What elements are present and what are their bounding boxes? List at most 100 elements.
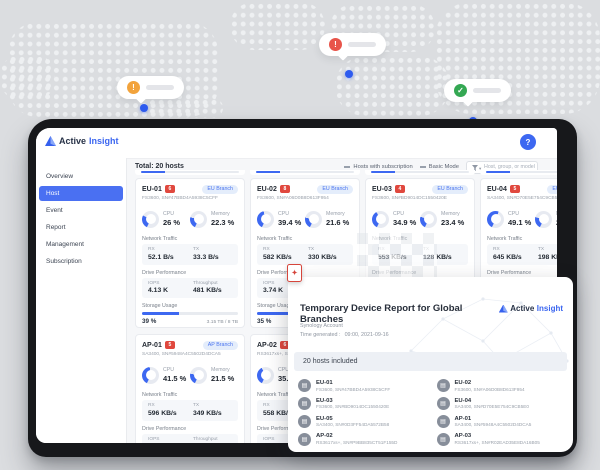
storage-percent: 35 % bbox=[257, 318, 272, 325]
tooltip-placeholder-bar bbox=[348, 42, 376, 47]
branch-tag: AP Branch bbox=[202, 340, 238, 350]
cpu-label: CPU bbox=[163, 211, 174, 217]
report-host-list: ▤ EU-01 FS3600, SN#47BBD4A5938C5CFF ▤ EU-03… bbox=[298, 377, 567, 448]
report-account: Synology Account bbox=[300, 323, 343, 329]
list-item: ▤ AP-02 RS3617xs+, SN#P9BB835CT51F155D bbox=[298, 430, 429, 448]
network-traffic-label: Network Traffic bbox=[487, 236, 523, 242]
rx-value: 596 KB/s bbox=[148, 409, 177, 417]
throughput-label: Throughput bbox=[193, 280, 218, 286]
activeinsight-logo: Active Insight bbox=[45, 136, 119, 146]
activeinsight-logo: Active Insight bbox=[499, 304, 563, 313]
nas-icon: ▤ bbox=[298, 432, 311, 446]
host-name: EU-02 bbox=[257, 185, 277, 193]
map-continent-dots bbox=[148, 98, 223, 118]
report-host-serial: FS3600, SN#47BBD4A5938C5CFF bbox=[316, 386, 391, 392]
iops-label: IOPS bbox=[263, 280, 275, 286]
basic-mode-toggle[interactable]: Basic Mode bbox=[419, 164, 459, 170]
hosts-included-header: 20 hosts included bbox=[294, 352, 567, 371]
network-traffic-label: Network Traffic bbox=[257, 392, 293, 398]
branch-tag: EU Branch bbox=[432, 184, 468, 194]
app-header: Active Insight ? bbox=[36, 128, 557, 158]
list-item: ▤ EU-05 SA3400, SN#0D3FF54DA5572B58 bbox=[298, 413, 429, 431]
cpu-value: 39.4 % bbox=[278, 218, 302, 227]
hosts-with-subscription-toggle[interactable]: Hosts with subscription bbox=[344, 164, 413, 170]
sidebar-item-host[interactable]: Host bbox=[39, 186, 123, 201]
memory-label: Memory bbox=[326, 211, 345, 217]
memory-label: Memory bbox=[211, 367, 230, 373]
drive-performance-label: Drive Performance bbox=[487, 269, 532, 276]
rx-value: 52.1 B/s bbox=[148, 253, 174, 261]
report-host-name: EU-05 bbox=[316, 415, 333, 422]
activeinsight-logo-icon bbox=[45, 136, 56, 146]
nas-icon: ▤ bbox=[436, 379, 450, 393]
cpu-label: CPU bbox=[278, 367, 289, 373]
report-host-serial: RS3617xs+, SN#R02EAD35E8DA16B05 bbox=[454, 439, 540, 445]
rx-label: RX bbox=[263, 247, 270, 252]
storage-usage-label: Storage Usage bbox=[257, 303, 293, 309]
map-continent-dots bbox=[0, 55, 55, 100]
report-host-name: EU-03 bbox=[316, 397, 333, 404]
host-serial: SA3400, SN#5948A4C5502D4DCA5 bbox=[142, 352, 221, 357]
report-title: Temporary Device Report for Global Branc… bbox=[300, 303, 463, 325]
memory-gauge bbox=[190, 210, 207, 228]
host-card-eu-01[interactable]: EU-01 6 EU Branch FS3600, SN#47BBD4A5938… bbox=[135, 178, 245, 328]
memory-label: Memory bbox=[211, 211, 230, 217]
map-pin bbox=[140, 104, 148, 112]
iops-label: IOPS bbox=[263, 436, 275, 442]
report-host-serial: RS3617xs+, SN#P9BB835CT51F155D bbox=[316, 439, 398, 445]
throughput-label: Throughput bbox=[193, 436, 218, 442]
report-host-serial: SA3400, SN#D70E5E754C9CB5E0 bbox=[454, 404, 530, 410]
report-host-name: EU-01 bbox=[316, 380, 333, 387]
cpu-gauge bbox=[142, 366, 159, 384]
alert-count-badge: 6 bbox=[279, 341, 290, 349]
list-item: ▤ EU-03 FS3600, SN#BD9014DC1550420E bbox=[298, 395, 429, 413]
warning-icon: ! bbox=[127, 81, 140, 94]
alert-icon: ! bbox=[329, 38, 342, 51]
help-button[interactable]: ? bbox=[520, 134, 536, 150]
cpu-value: 34.9 % bbox=[393, 218, 417, 227]
drive-performance-label: Drive Performance bbox=[257, 425, 302, 432]
tx-label: TX bbox=[193, 403, 200, 408]
map-continent-dots bbox=[335, 56, 450, 116]
host-card-ap-01[interactable]: AP-01 5 AP Branch SA3400, SN#5948A4C5502… bbox=[135, 334, 245, 443]
report-host-name: AP-02 bbox=[316, 433, 333, 440]
cpu-gauge bbox=[372, 210, 389, 228]
host-name: AP-01 bbox=[142, 341, 162, 349]
report-host-serial: FS3600, SN#A06D0B8D613F954 bbox=[454, 386, 525, 392]
nas-icon: ▤ bbox=[298, 397, 311, 411]
nas-icon: ▤ bbox=[436, 414, 450, 428]
scrolled-card-sliver bbox=[250, 170, 360, 175]
report-host-name: AP-01 bbox=[454, 415, 472, 422]
drive-performance-label: Drive Performance bbox=[257, 269, 302, 276]
sidebar-item-event[interactable]: Event bbox=[46, 207, 63, 214]
sidebar-item-overview[interactable]: Overview bbox=[46, 173, 74, 180]
sidebar-item-report[interactable]: Report bbox=[46, 224, 66, 231]
report-host-name: EU-02 bbox=[454, 380, 472, 387]
host-name: EU-04 bbox=[487, 185, 507, 193]
network-traffic-label: Network Traffic bbox=[257, 236, 293, 242]
map-tooltip-warning: ! bbox=[117, 76, 184, 99]
host-serial: FS3600, SN#A06D0B8D613F954 bbox=[257, 196, 329, 201]
rx-value: 582 KB/s bbox=[263, 253, 292, 261]
sidebar-item-subscription[interactable]: Subscription bbox=[46, 258, 82, 265]
sidebar-item-management[interactable]: Management bbox=[46, 241, 84, 248]
rx-label: RX bbox=[148, 403, 155, 408]
tx-value: 349 KB/s bbox=[193, 409, 222, 417]
drive-performance-label: Drive Performance bbox=[142, 425, 187, 432]
tx-label: TX bbox=[538, 247, 545, 252]
report-time-value: 09:00, 2021-09-16 bbox=[344, 332, 389, 338]
memory-gauge bbox=[305, 210, 322, 228]
scrolled-card-sliver bbox=[480, 170, 557, 175]
nas-icon: ▤ bbox=[436, 432, 450, 446]
tx-value: 128 KB/s bbox=[423, 253, 452, 261]
host-name: EU-03 bbox=[372, 185, 392, 193]
host-name: EU-01 bbox=[142, 185, 162, 193]
search-input[interactable] bbox=[467, 161, 537, 173]
hosts-with-subscription-label: Hosts with subscription bbox=[353, 164, 413, 170]
report-preview-panel: Temporary Device Report for Global Branc… bbox=[288, 277, 573, 452]
list-item: ▤ AP-01 SA3400, SN#5948A4C5502D4DCA5 bbox=[436, 413, 568, 431]
network-traffic-label: Network Traffic bbox=[142, 392, 178, 398]
total-hosts-label: Total: 20 hosts bbox=[135, 163, 184, 170]
map-continent-dots bbox=[230, 2, 325, 50]
basic-mode-label: Basic Mode bbox=[428, 164, 459, 170]
